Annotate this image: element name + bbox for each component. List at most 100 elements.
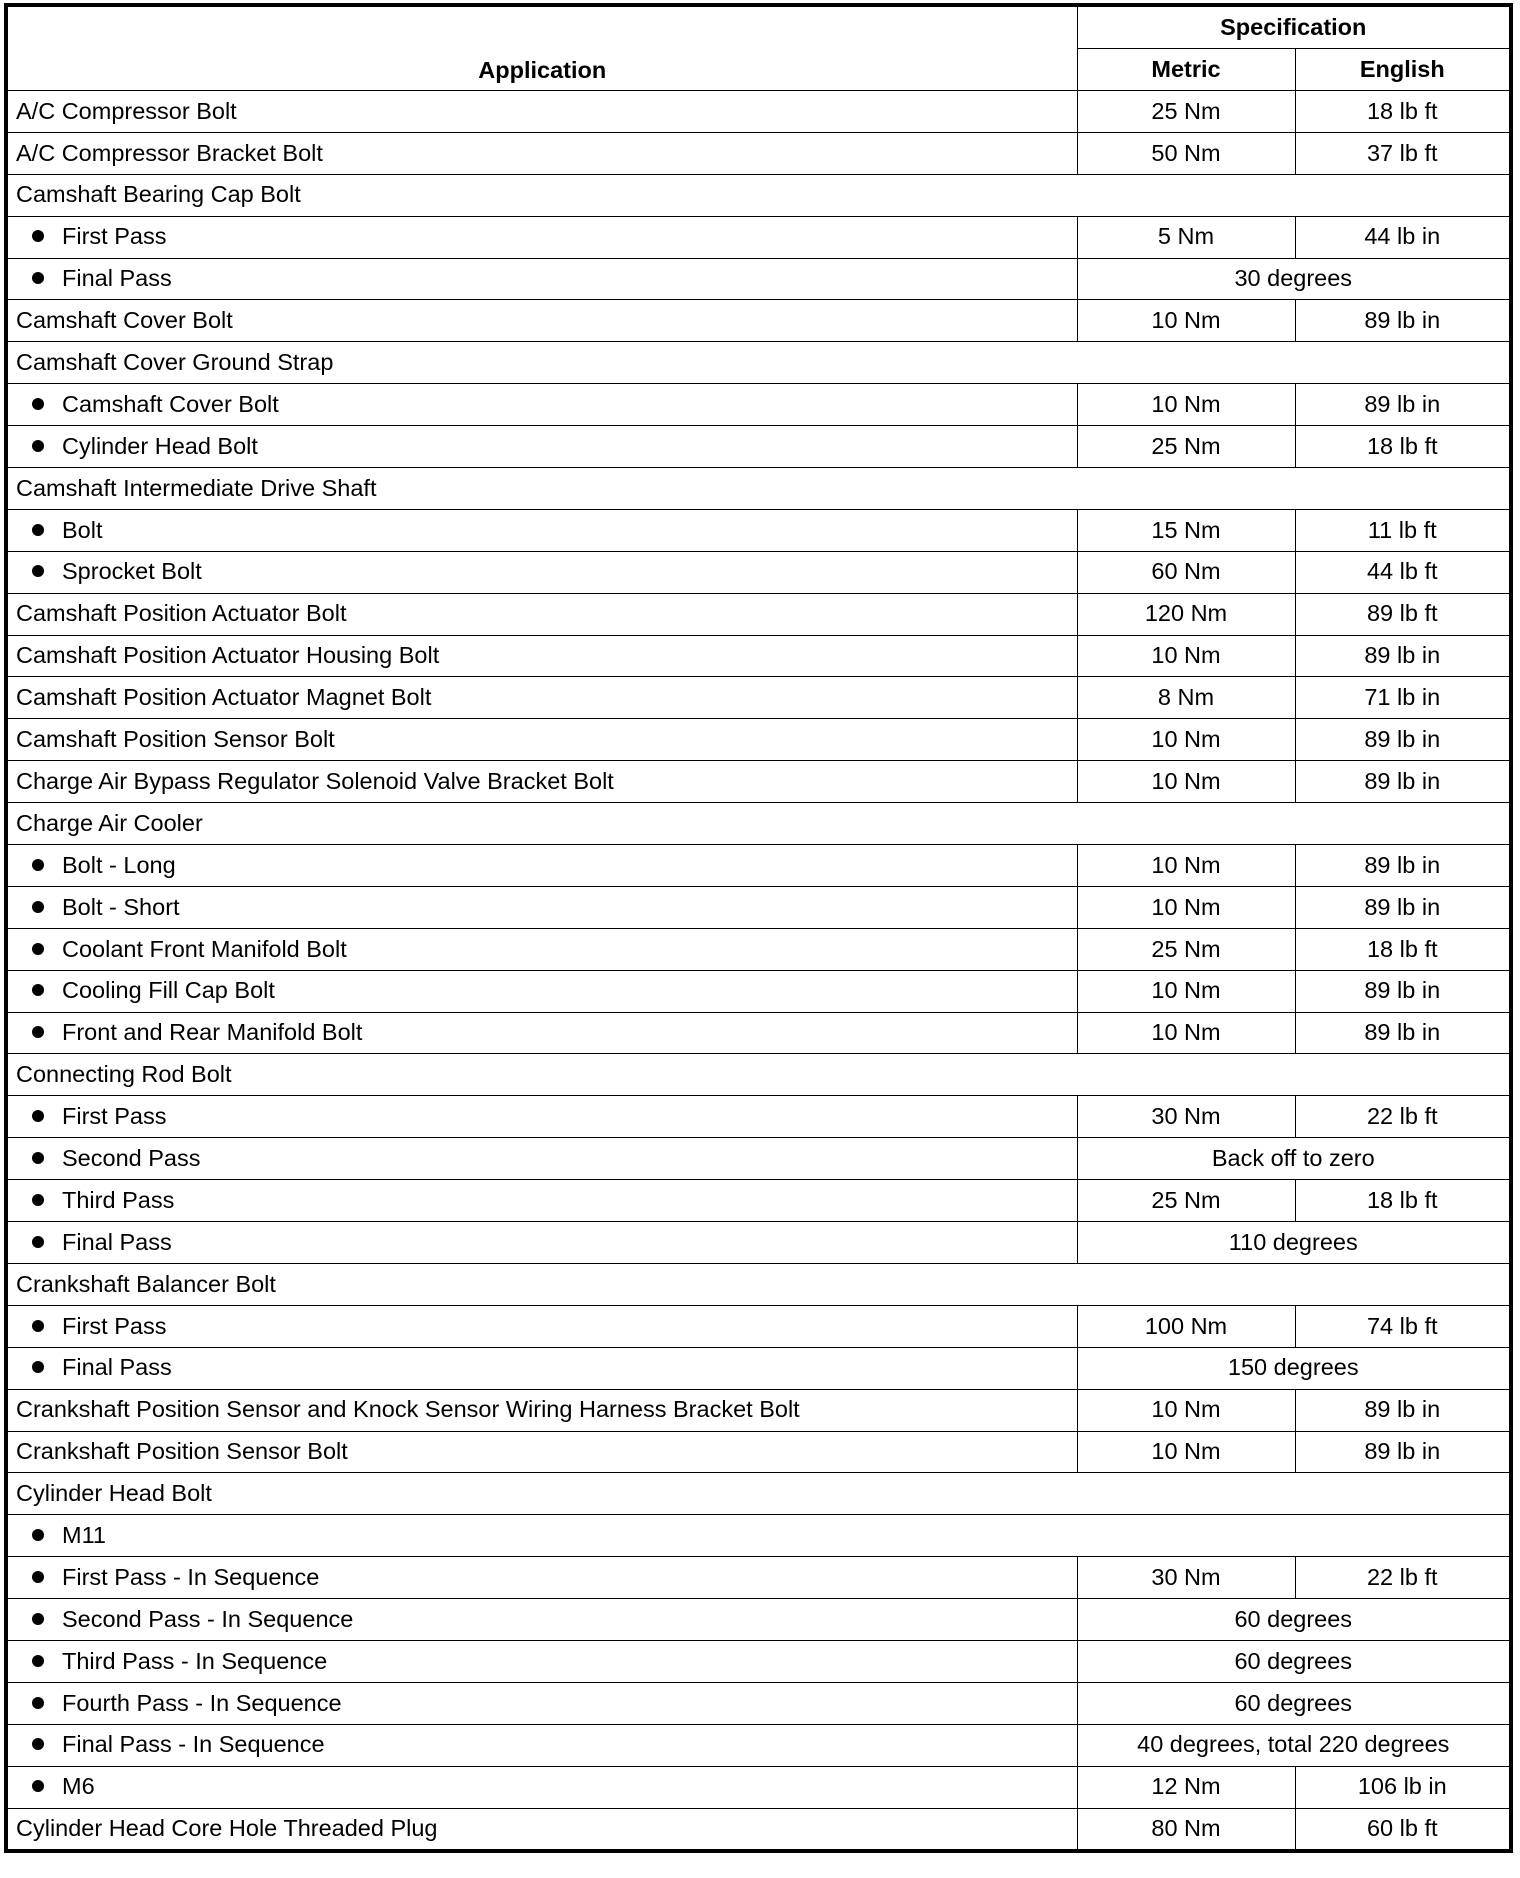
table-row: Camshaft Cover Bolt 10 Nm 89 lb in [5,383,1512,427]
application-label: Camshaft Position Actuator Bolt [16,600,347,627]
english-cell: 89 lb in [1294,634,1512,678]
application-label: Cylinder Head Bolt [16,1480,212,1507]
table-row: First Pass 100 Nm 74 lb ft [5,1304,1512,1348]
application-label: First Pass [62,1103,167,1130]
english-cell: 44 lb ft [1294,550,1512,594]
bullet-icon [32,1319,44,1332]
application-cell: Camshaft Cover Ground Strap [5,341,1512,385]
application-cell: First Pass [5,215,1078,259]
metric-cell: 10 Nm [1076,844,1296,887]
application-label: Bolt [62,516,103,543]
metric-cell: 25 Nm [1076,425,1296,469]
header-specification: Specification [1076,4,1512,49]
english-cell: 37 lb ft [1294,131,1512,175]
bullet-icon [32,858,44,871]
bullet-icon [32,397,44,410]
table-group-row: Cylinder Head Bolt [5,1472,1512,1516]
table-group-row: Crankshaft Balancer Bolt [5,1262,1512,1306]
torque-specification-table: Application Specification Metric English… [4,3,1514,1854]
application-label: Camshaft Cover Bolt [16,307,233,334]
application-label: Crankshaft Position Sensor Bolt [16,1438,348,1465]
metric-cell: 50 Nm [1076,131,1296,175]
english-cell: 18 lb ft [1294,1179,1512,1223]
english-cell: 89 lb in [1294,1430,1512,1474]
header-english: English [1294,48,1512,91]
application-cell: Camshaft Position Actuator Housing Bolt [5,634,1078,678]
table-group-row: Camshaft Cover Ground Strap [5,341,1512,385]
application-cell: Camshaft Cover Bolt [5,299,1078,343]
metric-cell: 10 Nm [1076,969,1296,1013]
table-row: Final Pass 150 degrees [5,1346,1512,1390]
application-cell: Connecting Rod Bolt [5,1053,1512,1097]
table-row: Fourth Pass - In Sequence 60 degrees [5,1681,1512,1725]
application-label: Crankshaft Balancer Bolt [16,1270,276,1297]
table-group-row: Charge Air Cooler [5,802,1512,846]
header-application: Application [5,4,1078,91]
table-row: A/C Compressor Bracket Bolt 50 Nm 37 lb ft [5,131,1512,175]
metric-cell: 25 Nm [1076,927,1296,971]
metric-cell: 25 Nm [1076,1179,1296,1223]
application-cell: Crankshaft Position Sensor and Knock Sen… [5,1388,1078,1432]
table-row: Final Pass 30 degrees [5,257,1512,301]
application-label: Charge Air Bypass Regulator Solenoid Val… [16,767,614,794]
application-cell: Cooling Fill Cap Bolt [5,969,1078,1013]
application-label: Third Pass - In Sequence [62,1647,328,1674]
application-cell: Camshaft Bearing Cap Bolt [5,173,1512,217]
table-row: Bolt - Long 10 Nm 89 lb in [5,844,1512,887]
table-row: Sprocket Bolt 60 Nm 44 lb ft [5,550,1512,594]
application-cell: Second Pass [5,1137,1078,1181]
metric-cell: 10 Nm [1076,299,1296,343]
specification-cell: 150 degrees [1076,1346,1512,1390]
metric-cell: 100 Nm [1076,1304,1296,1348]
english-cell: 89 lb in [1294,299,1512,343]
metric-cell: 120 Nm [1076,592,1296,636]
table-row: Camshaft Cover Bolt 10 Nm 89 lb in [5,299,1512,343]
application-label: A/C Compressor Bracket Bolt [16,139,323,166]
application-label: Camshaft Bearing Cap Bolt [16,181,301,208]
application-label: First Pass - In Sequence [62,1563,320,1590]
specification-cell: 30 degrees [1076,257,1512,301]
application-cell: M6 [5,1765,1078,1809]
specification-cell: 110 degrees [1076,1221,1512,1264]
english-cell: 11 lb ft [1294,508,1512,552]
table-group-row: Camshaft Intermediate Drive Shaft [5,467,1512,510]
application-cell: Bolt - Long [5,844,1078,887]
application-label: Bolt - Short [62,893,180,920]
table-row: Second Pass Back off to zero [5,1137,1512,1181]
table-row: First Pass 30 Nm 22 lb ft [5,1095,1512,1139]
english-cell: 106 lb in [1294,1765,1512,1809]
bullet-icon [32,1738,44,1751]
application-cell: Cylinder Head Bolt [5,425,1078,469]
table-row: M6 12 Nm 106 lb in [5,1765,1512,1809]
bullet-icon [32,1654,44,1667]
application-label: Camshaft Position Actuator Housing Bolt [16,642,440,669]
application-label: Bolt - Long [62,851,176,878]
table-group-row: M11 [5,1514,1512,1558]
application-cell: Camshaft Cover Bolt [5,383,1078,427]
table-row: Third Pass 25 Nm 18 lb ft [5,1179,1512,1223]
table-row: Camshaft Position Actuator Bolt 120 Nm 89 … [5,592,1512,636]
table-row: Final Pass 110 degrees [5,1221,1512,1264]
specification-cell: Back off to zero [1076,1137,1512,1181]
metric-cell: 12 Nm [1076,1765,1296,1809]
table-row: Bolt - Short 10 Nm 89 lb in [5,885,1512,929]
application-label: Connecting Rod Bolt [16,1061,232,1088]
english-cell: 89 lb in [1294,844,1512,887]
english-cell: 74 lb ft [1294,1304,1512,1348]
application-cell: A/C Compressor Bracket Bolt [5,131,1078,175]
specification-cell: 60 degrees [1076,1639,1512,1683]
application-cell: M11 [5,1514,1512,1558]
application-label: M11 [62,1521,106,1548]
bullet-icon [32,900,44,913]
metric-cell: 10 Nm [1076,718,1296,762]
bullet-icon [32,1026,44,1039]
application-cell: Cylinder Head Bolt [5,1472,1512,1516]
application-label: Final Pass - In Sequence [62,1731,325,1758]
application-cell: Camshaft Position Sensor Bolt [5,718,1078,762]
bullet-icon [32,1570,44,1583]
english-cell: 89 lb in [1294,1011,1512,1055]
table-row: Cooling Fill Cap Bolt 10 Nm 89 lb in [5,969,1512,1013]
application-cell: Fourth Pass - In Sequence [5,1681,1078,1725]
application-label: Final Pass [62,265,172,292]
table-row: Coolant Front Manifold Bolt 25 Nm 18 lb ft [5,927,1512,971]
